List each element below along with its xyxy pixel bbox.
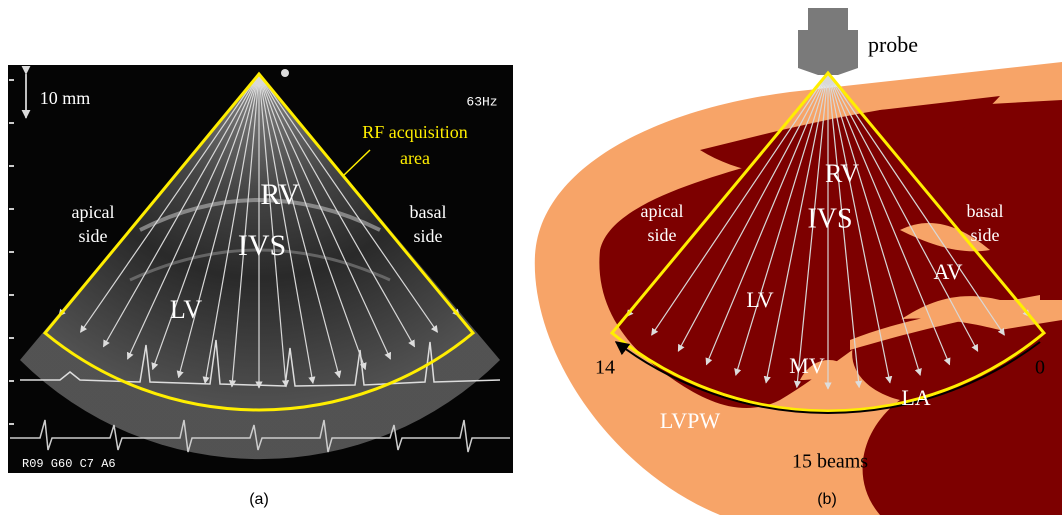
beams-label: 15 beams [792, 451, 868, 473]
basal-label: side [414, 226, 443, 246]
ivs-label: IVS [238, 229, 286, 262]
av-label: AV [934, 259, 963, 284]
la-label: LA [901, 385, 930, 410]
lv-label: LV [170, 295, 202, 324]
basal-label: basal [410, 202, 447, 222]
basal-label: basal [967, 201, 1004, 221]
frame-rate: 63Hz [466, 94, 497, 109]
rv-label: RV [825, 159, 859, 188]
rv-label: RV [260, 178, 300, 211]
caption: (b) [817, 491, 837, 508]
ivs-label: IVS [807, 203, 852, 234]
apical-label: apical [641, 201, 684, 221]
panel-a: 10 mm 63Hz RF acquisition area apical si… [8, 65, 513, 508]
figure: 10 mm 63Hz RF acquisition area apical si… [0, 0, 1062, 515]
apical-label: side [648, 225, 677, 245]
beam-index: 0 [1035, 357, 1045, 379]
probe-icon [798, 8, 858, 75]
rf-label: area [400, 148, 430, 168]
panel-b: probe RV IVS apical side basal side AV L… [535, 8, 1062, 515]
mv-label: MV [789, 353, 825, 378]
caption: (a) [249, 491, 269, 508]
basal-label: side [971, 225, 1000, 245]
lvpw-label: LVPW [660, 408, 721, 433]
marker-dot [281, 69, 289, 77]
apical-label: side [79, 226, 108, 246]
apical-label: apical [72, 202, 115, 222]
rf-label: RF acquisition [362, 122, 468, 142]
probe-label: probe [868, 32, 918, 57]
settings: R09 G60 C7 A6 [22, 457, 116, 471]
scale-label: 10 mm [40, 88, 91, 108]
lv-label: LV [746, 287, 773, 312]
beam-index: 14 [595, 357, 615, 379]
